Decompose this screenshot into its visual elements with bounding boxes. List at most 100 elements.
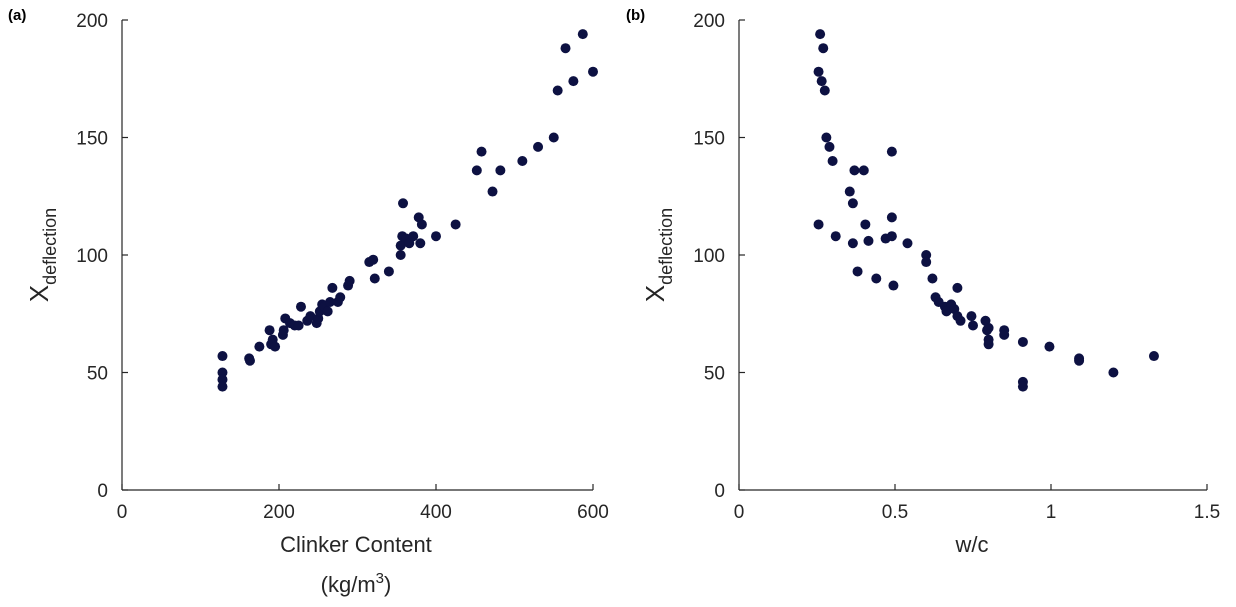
x-axis-unit-a-sup: 3 xyxy=(376,570,384,587)
scatter-point-b xyxy=(847,238,858,249)
scatter-point-a xyxy=(487,186,498,197)
scatter-point-b xyxy=(844,186,855,197)
scatter-point-b xyxy=(1148,351,1159,362)
scatter-point-a xyxy=(244,355,255,366)
scatter-point-b xyxy=(902,238,913,249)
scatter-point-b xyxy=(983,334,994,345)
y-tick-label-a: 150 xyxy=(76,129,108,150)
scatter-point-b xyxy=(1044,341,1055,352)
x-axis-label-a: Clinker Content xyxy=(280,532,432,557)
scatter-point-b xyxy=(818,43,829,54)
scatter-point-a xyxy=(577,29,588,40)
scatter-point-b xyxy=(830,231,841,242)
y-axis-label-a-sub: deflection xyxy=(40,208,60,285)
scatter-point-a xyxy=(217,367,228,378)
y-tick-label-a: 100 xyxy=(76,246,108,267)
y-axis-label-a: Xdeflection xyxy=(24,208,60,302)
x-tick-label-a: 600 xyxy=(577,502,609,523)
scatter-point-b xyxy=(849,165,860,176)
scatter-point-a xyxy=(533,141,544,152)
scatter-point-a xyxy=(398,198,409,209)
y-tick-label-a: 50 xyxy=(87,364,108,385)
scatter-point-a xyxy=(344,275,355,286)
scatter-point-b xyxy=(816,76,827,87)
scatter-point-a xyxy=(264,325,275,336)
scatter-point-b xyxy=(927,273,938,284)
scatter-point-a xyxy=(548,132,559,143)
scatter-point-a xyxy=(325,297,336,307)
scatter-point-b xyxy=(871,273,882,284)
scatter-point-b xyxy=(863,235,874,246)
scatter-point-b xyxy=(886,146,897,157)
x-tick-label-a: 400 xyxy=(420,502,452,523)
scatter-point-b xyxy=(968,320,978,331)
plot-area-b: 0 0.5 1 1.5 0 50 100 150 200 xyxy=(693,11,1220,523)
scatter-point-b xyxy=(1017,336,1028,347)
y-tick-label-b: 0 xyxy=(714,481,725,502)
scatter-point-a xyxy=(476,146,487,157)
x-tick-label-a: 0 xyxy=(117,502,128,523)
x-axis-unit-a: (kg/m3) xyxy=(321,570,392,597)
scatter-point-b xyxy=(886,231,897,242)
scatter-point-b xyxy=(860,219,871,230)
y-tick-label-b: 200 xyxy=(693,11,725,32)
scatter-point-b xyxy=(827,156,838,166)
scatter-point-a xyxy=(295,301,306,312)
scatter-point-a xyxy=(588,66,598,77)
x-tick-label-b: 0 xyxy=(734,502,745,523)
y-tick-label-b: 150 xyxy=(693,129,725,150)
scatter-point-b xyxy=(888,280,899,291)
scatter-point-b xyxy=(815,29,826,40)
scatter-point-b xyxy=(886,212,897,223)
y-tick-label-b: 50 xyxy=(704,364,725,385)
scatter-point-b xyxy=(813,219,824,230)
scatter-point-a xyxy=(560,43,571,54)
scatter-point-a xyxy=(450,219,461,230)
scatter-point-b xyxy=(1017,381,1028,392)
scatter-point-a xyxy=(368,254,379,265)
scatter-point-a xyxy=(278,325,289,336)
scatter-point-a xyxy=(270,341,281,352)
scatter-point-a xyxy=(415,238,426,249)
scatter-point-a xyxy=(416,219,427,230)
plot-area-a: 0 200 400 600 0 50 100 150 200 xyxy=(76,11,609,523)
panel-label-a: (a) xyxy=(8,7,26,24)
scatter-point-b xyxy=(813,66,824,77)
panel-b-water-cement-ratio: (b) 0 0.5 1 1.5 0 50 100 150 200 w/c Xdeflection xyxy=(626,7,1220,557)
scatter-point-b xyxy=(1074,355,1085,366)
scatter-point-a xyxy=(217,351,228,362)
x-axis-unit-a-base: (kg/m xyxy=(321,572,376,597)
y-axis-label-b-main: X xyxy=(640,285,670,302)
y-tick-label-a: 200 xyxy=(76,11,108,32)
scatter-point-b xyxy=(999,329,1010,340)
x-axis-unit-a-close: ) xyxy=(384,572,391,597)
scatter-point-a xyxy=(408,231,419,242)
scatter-point-b xyxy=(921,250,932,260)
scatter-point-b xyxy=(858,165,869,176)
scatter-point-a xyxy=(335,292,346,303)
scatter-point-a xyxy=(254,341,265,352)
scatter-point-b xyxy=(824,141,835,152)
scatter-point-a xyxy=(568,76,579,87)
scatter-point-b xyxy=(819,85,830,96)
scatter-point-a xyxy=(369,273,380,284)
y-tick-label-a: 0 xyxy=(97,481,108,502)
scatter-point-a xyxy=(322,306,333,317)
scatter-point-a xyxy=(395,240,406,251)
scatter-point-b xyxy=(952,282,963,293)
x-tick-label-b: 0.5 xyxy=(882,502,908,523)
x-tick-label-b: 1 xyxy=(1046,502,1057,523)
scatter-point-a xyxy=(293,320,304,331)
panel-a-clinker-content: (a) 0 200 400 600 0 50 100 150 200 Clinker Conte… xyxy=(8,7,609,597)
scatter-point-a xyxy=(305,311,316,322)
scatter-point-a xyxy=(431,231,441,242)
scatter-point-b xyxy=(966,311,977,322)
y-axis-label-a-main: X xyxy=(24,285,54,302)
y-tick-label-b: 100 xyxy=(693,246,725,267)
scatter-point-b xyxy=(955,315,966,326)
scatter-point-b xyxy=(983,322,994,333)
panel-label-b: (b) xyxy=(626,7,645,24)
y-axis-label-b: Xdeflection xyxy=(640,208,676,302)
scatter-point-a xyxy=(217,381,228,392)
scatter-point-a xyxy=(217,374,228,385)
